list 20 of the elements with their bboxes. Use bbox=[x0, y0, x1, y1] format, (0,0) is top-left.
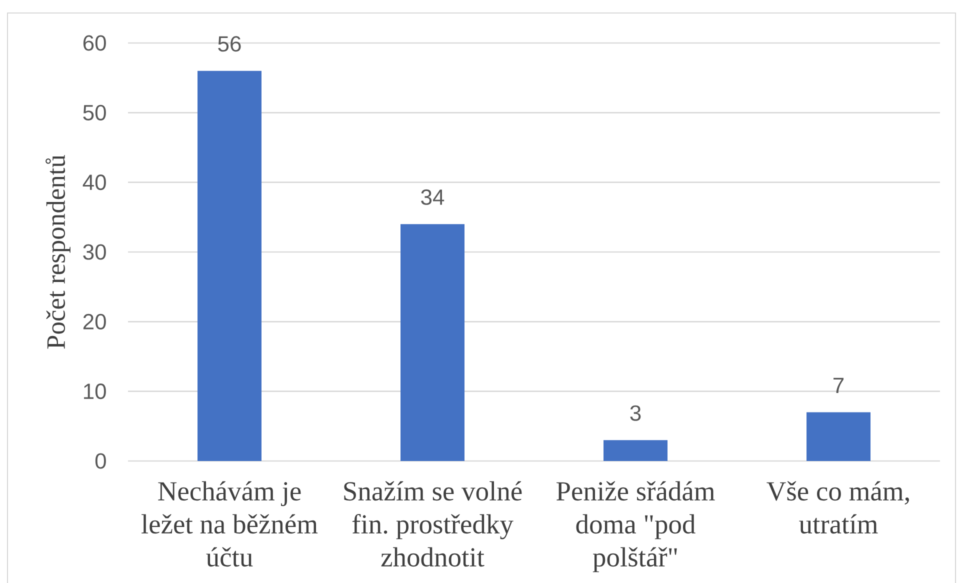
data-label: 56 bbox=[218, 36, 241, 52]
x-tick-label: Snažím se volné fin. prostředky zhodnotit bbox=[344, 481, 522, 567]
data-label: 34 bbox=[421, 189, 444, 205]
y-tick-label: 50 bbox=[83, 104, 106, 120]
data-label: 3 bbox=[630, 405, 641, 421]
x-tick-label: Peniže sřádám doma "pod polštář" bbox=[556, 481, 715, 572]
bar bbox=[806, 412, 871, 461]
data-label: 7 bbox=[834, 378, 844, 394]
x-tick-label: Vše co mám, utratím bbox=[766, 481, 909, 534]
bar bbox=[198, 70, 262, 461]
bar bbox=[604, 440, 668, 461]
y-tick-label: 40 bbox=[82, 174, 106, 190]
y-tick-label: 20 bbox=[83, 314, 106, 330]
y-tick-label: 10 bbox=[84, 384, 106, 400]
x-tick-label: Nechávám je ležet na běžném účtu bbox=[141, 481, 318, 567]
y-tick-label: 0 bbox=[95, 453, 106, 469]
bar bbox=[400, 224, 465, 461]
y-tick-label: 30 bbox=[83, 244, 106, 260]
y-tick-label: 60 bbox=[83, 35, 106, 51]
y-axis-title: Počet respondentů bbox=[46, 154, 70, 349]
